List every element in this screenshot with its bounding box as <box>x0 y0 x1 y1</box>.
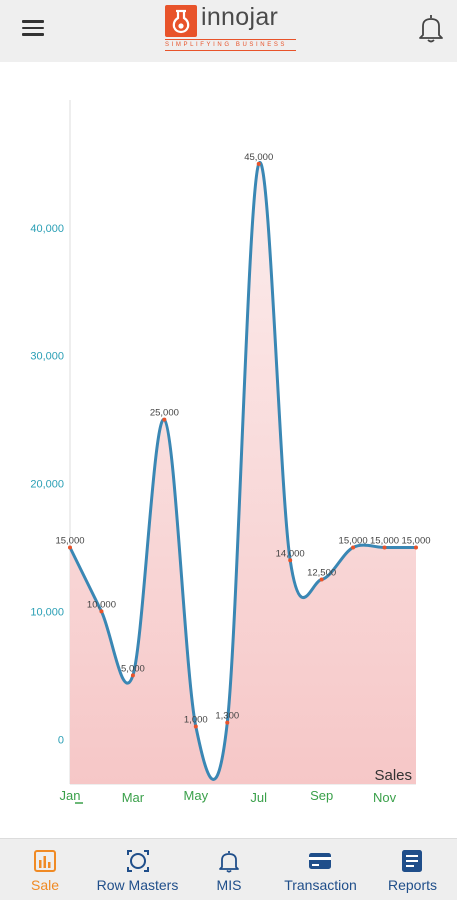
report-icon <box>402 850 422 872</box>
y-tick-label: 30,000 <box>30 351 64 363</box>
nav-mis[interactable]: MIS <box>185 839 273 900</box>
data-label: 5,000 <box>121 663 145 674</box>
data-point[interactable] <box>99 609 104 614</box>
nav-label-mis: MIS <box>216 877 242 893</box>
data-point[interactable] <box>162 417 167 422</box>
bell-icon <box>419 15 443 43</box>
data-point[interactable] <box>256 161 261 166</box>
nav-reports[interactable]: Reports <box>368 839 457 900</box>
data-point[interactable] <box>225 720 230 725</box>
legend-sales: Sales <box>374 767 412 784</box>
nav-row-masters[interactable]: Row Masters <box>90 839 185 900</box>
data-label: 1,300 <box>215 711 239 722</box>
x-tick-label: Jan <box>60 788 81 803</box>
sales-line-chart: 0 10,000 20,000 30,000 40,000 15,000 10,000 5,… <box>30 100 431 805</box>
series-area-sales <box>70 162 416 785</box>
top-app-bar: innojar SIMPLIFYING BUSINESS <box>0 0 457 62</box>
nav-label-reports: Reports <box>387 877 438 893</box>
data-label: 25,000 <box>150 408 179 419</box>
data-label: 14,000 <box>276 548 305 559</box>
nav-label-row-masters: Row Masters <box>96 877 179 893</box>
bar-chart-icon <box>34 850 56 872</box>
data-point[interactable] <box>414 545 418 550</box>
hamburger-menu-icon <box>22 20 44 23</box>
y-tick-label: 0 <box>58 734 64 746</box>
flask-logo-icon <box>165 5 197 37</box>
x-tick-label: Jul <box>250 790 267 805</box>
nav-transaction[interactable]: Transaction <box>273 839 368 900</box>
x-tick-label: Nov <box>373 790 397 805</box>
x-tick-label: Sep <box>310 788 333 803</box>
nav-sale[interactable]: Sale <box>0 839 90 900</box>
data-label: 15,000 <box>401 535 430 546</box>
data-label: 15,000 <box>55 535 84 546</box>
nav-label-transaction: Transaction <box>284 877 357 893</box>
bottom-navigation: Sale Row Masters MIS Transaction Reports <box>0 838 457 900</box>
y-tick-label: 10,000 <box>30 606 64 618</box>
data-point[interactable] <box>319 577 324 582</box>
data-point[interactable] <box>68 545 72 550</box>
data-point[interactable] <box>351 545 356 550</box>
bell-icon <box>219 851 239 873</box>
nav-label-sale: Sale <box>30 877 60 893</box>
credit-card-icon <box>309 853 331 869</box>
data-point[interactable] <box>382 545 387 550</box>
y-tick-label: 20,000 <box>30 479 64 491</box>
x-tick-label: May <box>184 788 209 803</box>
notification-button[interactable] <box>416 12 446 44</box>
y-tick-label: 40,000 <box>30 223 64 235</box>
data-label: 15,000 <box>370 535 399 546</box>
menu-button[interactable] <box>20 16 46 40</box>
data-label: 12,500 <box>307 567 336 578</box>
data-point[interactable] <box>130 673 135 678</box>
logo-text: innojar <box>201 3 279 31</box>
data-label: 10,000 <box>87 599 116 610</box>
sales-chart: 0 10,000 20,000 30,000 40,000 15,000 10,000 5,… <box>0 62 457 838</box>
data-point[interactable] <box>193 724 198 729</box>
logo-tagline: SIMPLIFYING BUSINESS <box>165 42 288 48</box>
data-point[interactable] <box>288 558 293 563</box>
data-label: 45,000 <box>244 152 273 163</box>
data-label: 1,000 <box>184 714 208 725</box>
data-label: 15,000 <box>339 535 368 546</box>
target-icon <box>127 850 149 872</box>
x-tick-label: Mar <box>122 790 145 805</box>
app-logo: innojar SIMPLIFYING BUSINESS <box>165 3 297 53</box>
